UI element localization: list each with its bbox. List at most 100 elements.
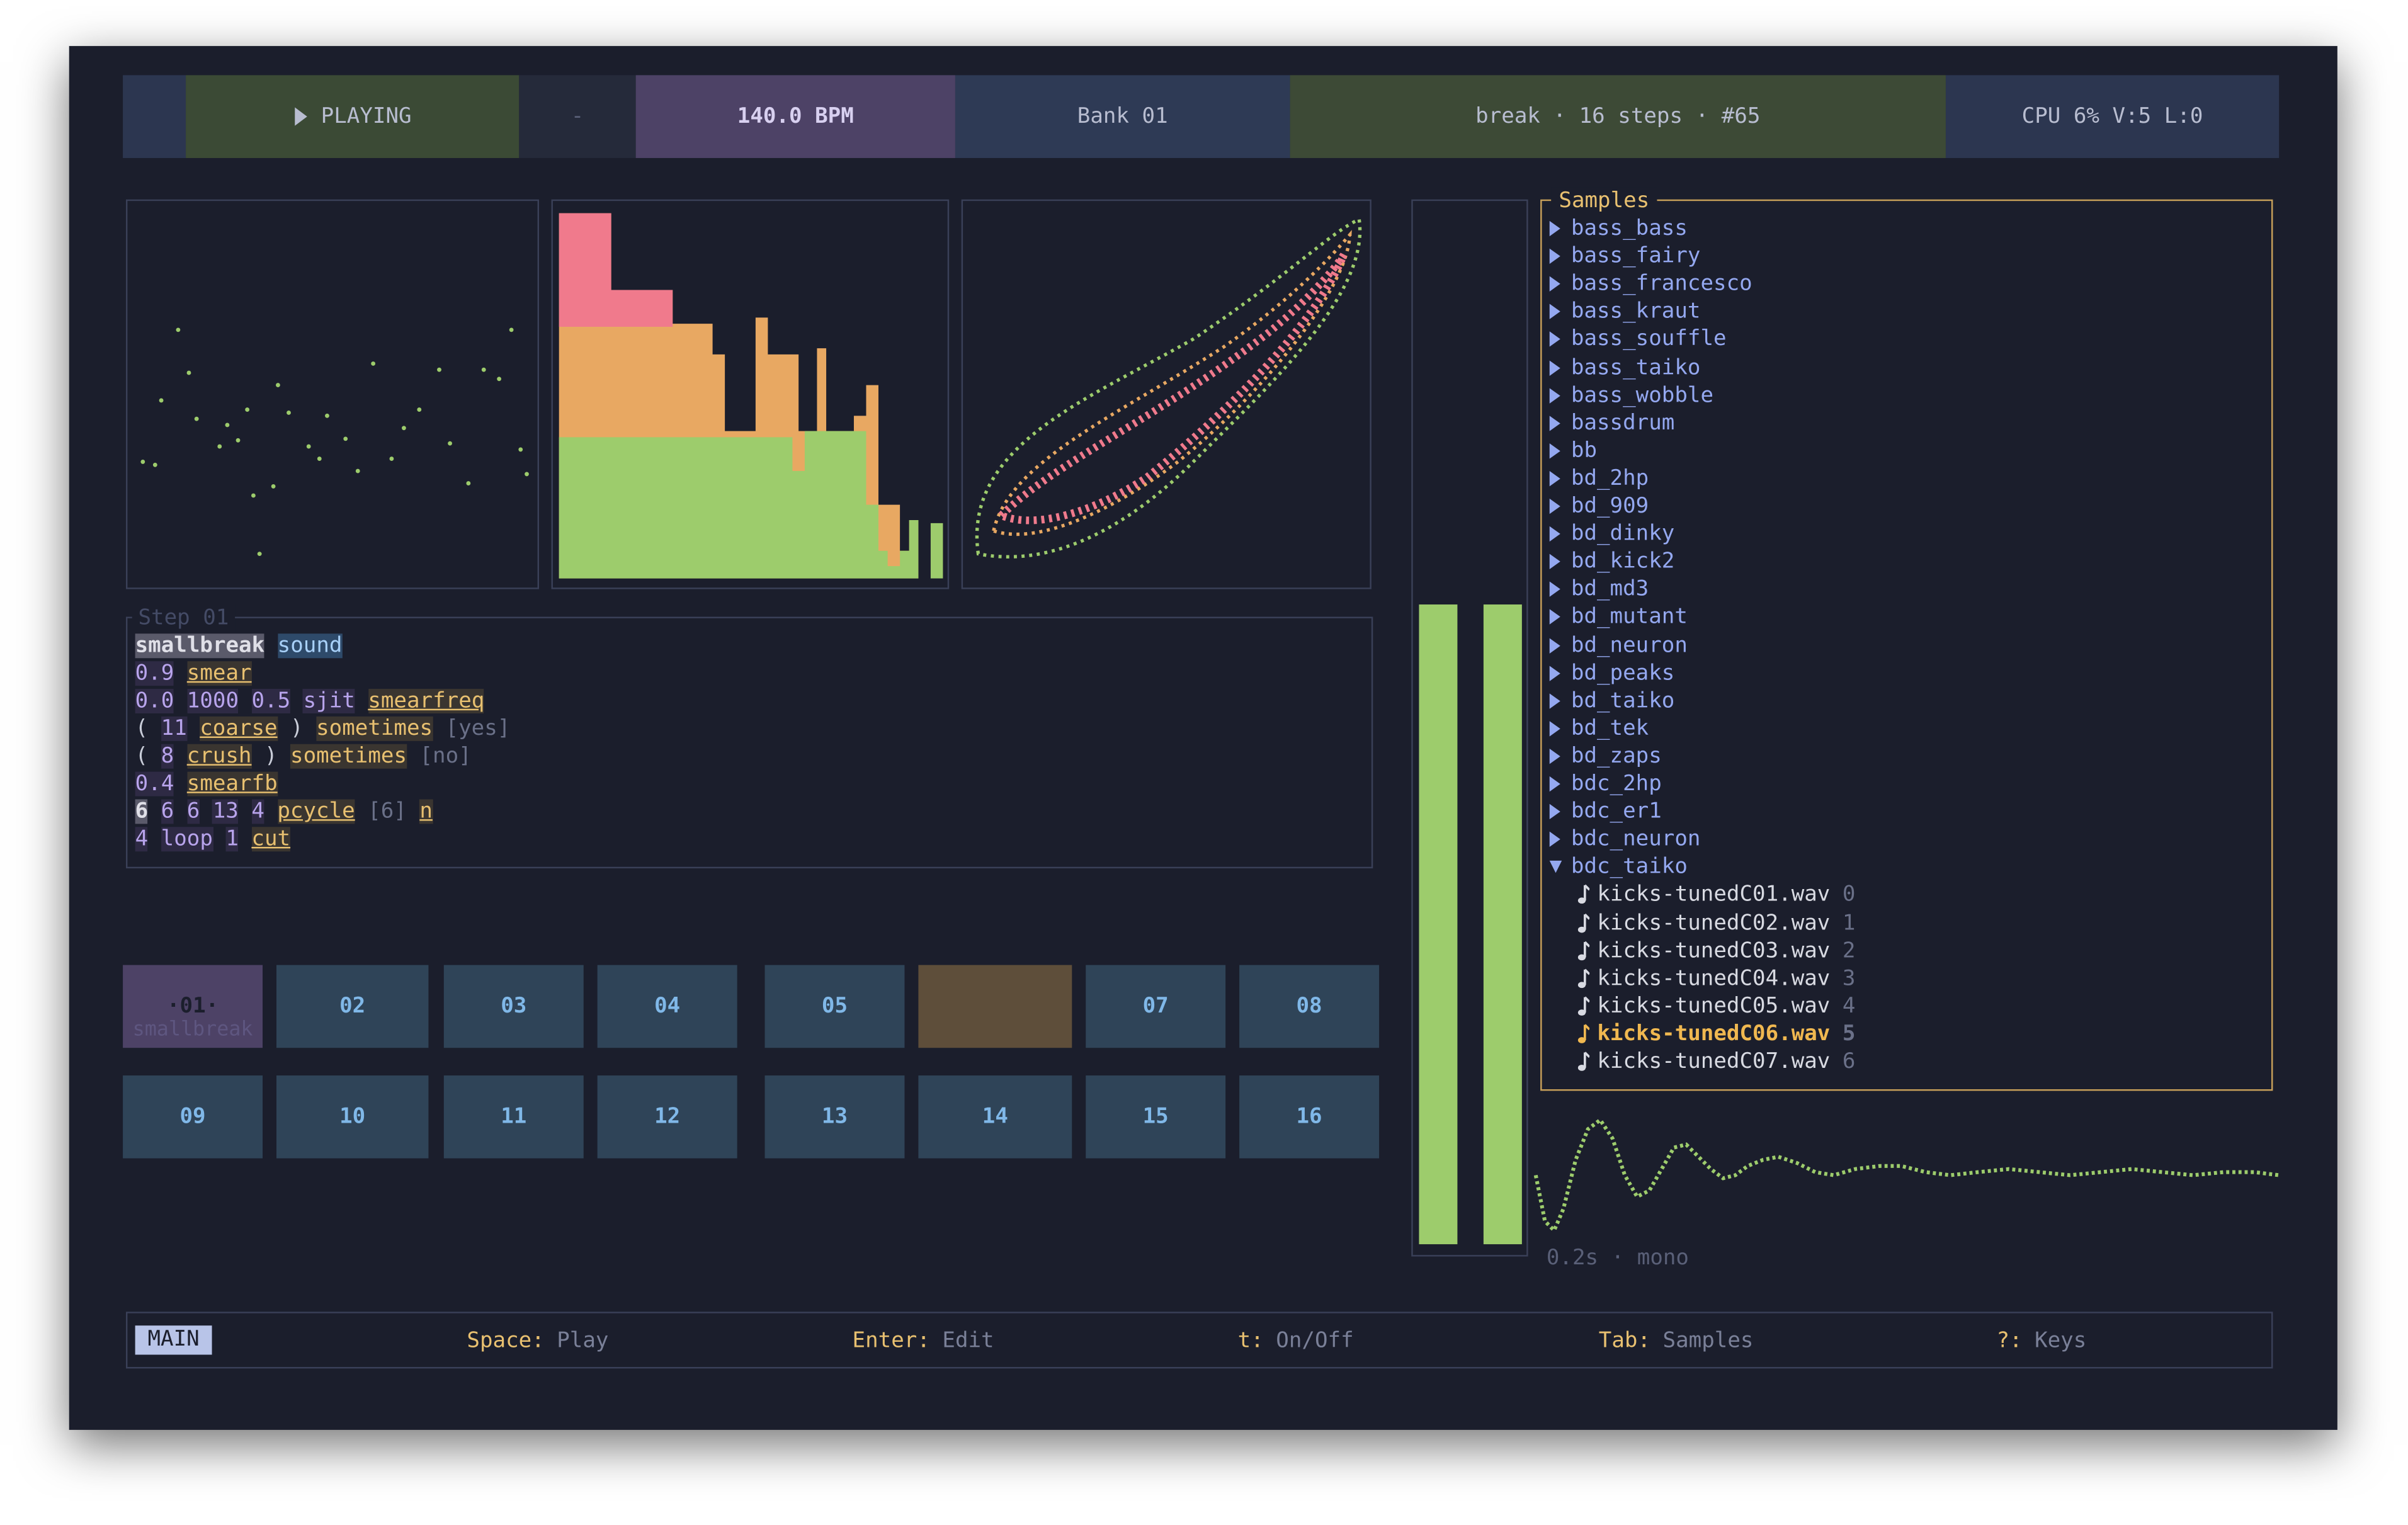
folder-icon [1549, 609, 1560, 625]
file-icon [1577, 940, 1590, 960]
file-name: kicks-tunedC07.wav [1597, 1049, 1831, 1074]
file-icon [1577, 996, 1590, 1016]
step-cell[interactable]: 10 [276, 1075, 429, 1159]
folder[interactable]: bdc_taiko [1570, 854, 1688, 880]
step-cell[interactable]: 09 [123, 1075, 263, 1159]
folder[interactable]: bd_peaks [1570, 660, 1675, 686]
folder-icon [1549, 748, 1560, 764]
folder[interactable]: bd_tek [1570, 716, 1649, 741]
step-cell[interactable]: 05 [764, 965, 905, 1048]
step-cell[interactable]: 03 [443, 965, 584, 1048]
folder[interactable]: bd_kick2 [1570, 549, 1675, 574]
sample-file[interactable]: kicks-tunedC04.wav 3 [1597, 965, 1855, 992]
sample-file[interactable]: kicks-tunedC01.wav 0 [1597, 882, 1855, 909]
sample-file[interactable]: kicks-tunedC05.wav 4 [1597, 992, 1855, 1020]
folder-icon [1549, 332, 1560, 348]
folder[interactable]: bdc_2hp [1570, 771, 1662, 797]
step-cell[interactable]: 13 [764, 1075, 905, 1159]
step-cell[interactable]: 16 [1239, 1075, 1380, 1159]
folder[interactable]: bb [1570, 438, 1598, 463]
token: 11 [161, 716, 187, 741]
folder[interactable]: bassdrum [1570, 411, 1675, 436]
folder[interactable]: bass_wobble [1570, 383, 1714, 408]
hint-action: Play [557, 1329, 609, 1354]
token: [yes] [445, 716, 511, 741]
step-label: 11 [501, 1104, 527, 1130]
bpm[interactable]: 140.0 BPM [635, 75, 955, 158]
key-hint: t: On/Off [1238, 1325, 1354, 1356]
folder[interactable]: bass_kraut [1570, 299, 1701, 324]
step-label: 08 [1296, 994, 1322, 1019]
step-cell[interactable]: 07 [1086, 965, 1226, 1048]
file-index: 3 [1842, 966, 1856, 991]
hint-key: Enter: [852, 1329, 930, 1354]
file-index: 1 [1842, 910, 1856, 936]
code-line: smallbreak sound [135, 632, 355, 660]
token: 0.0 [135, 689, 174, 714]
meter-bar [1419, 604, 1458, 1245]
waveform-caption: 0.2s · mono [1547, 1244, 1689, 1272]
step-editor[interactable] [125, 616, 1373, 869]
folder[interactable]: bd_zaps [1570, 744, 1662, 769]
step-cell[interactable] [918, 965, 1072, 1048]
file-name: kicks-tunedC04.wav [1597, 966, 1831, 991]
token: sound [277, 633, 343, 659]
step-cell[interactable]: 08 [1239, 965, 1380, 1048]
title-text: Samples [1559, 188, 1650, 213]
step-label: 02 [339, 994, 366, 1019]
play-status[interactable]: PLAYING [186, 75, 520, 158]
folder-icon [1549, 304, 1560, 320]
step-cell[interactable]: 15 [1086, 1075, 1226, 1159]
file-name: kicks-tunedC02.wav [1597, 910, 1831, 936]
token: 0.5 [251, 689, 291, 714]
bpm-text: 140.0 BPM [737, 104, 854, 129]
folder[interactable]: bd_md3 [1570, 577, 1649, 602]
key-hint: Space: Play [467, 1325, 608, 1356]
folder[interactable]: bd_taiko [1570, 688, 1675, 713]
file-index: 2 [1842, 938, 1856, 963]
folder-icon [1549, 720, 1560, 737]
sample-file[interactable]: kicks-tunedC06.wav 5 [1597, 1020, 1855, 1048]
folder[interactable]: bdc_er1 [1570, 799, 1662, 824]
sample-file[interactable]: kicks-tunedC03.wav 2 [1597, 937, 1855, 965]
sample-file[interactable]: kicks-tunedC07.wav 6 [1597, 1048, 1855, 1075]
stats-text: CPU 6% V:5 L:0 [2021, 104, 2203, 129]
folder[interactable]: bdc_neuron [1570, 827, 1701, 852]
file-name: kicks-tunedC06.wav [1597, 1021, 1831, 1046]
step-cell[interactable]: 04 [597, 965, 737, 1048]
code-line: 0.4 smearfb [135, 770, 291, 798]
folder[interactable]: bd_2hp [1570, 466, 1649, 491]
folder[interactable]: bd_909 [1570, 494, 1649, 519]
token: smear [186, 661, 252, 686]
token: 8 [161, 744, 174, 769]
samples-panel[interactable] [1540, 199, 2273, 1091]
folder[interactable]: bass_bass [1570, 216, 1688, 241]
code-line: 4 loop 1 cut [135, 825, 304, 853]
folder-icon [1549, 360, 1560, 375]
folder[interactable]: bass_francesco [1570, 271, 1752, 297]
step-label: 03 [501, 994, 527, 1019]
folder[interactable]: bass_fairy [1570, 244, 1701, 269]
bank[interactable]: Bank 01 [955, 75, 1290, 158]
folder[interactable]: bd_mutant [1570, 604, 1688, 630]
folder[interactable]: bd_neuron [1570, 633, 1688, 658]
step-cell[interactable]: ·01· smallbreak [123, 965, 263, 1048]
folder[interactable]: bass_souffle [1570, 327, 1727, 352]
step-cell[interactable]: 14 [918, 1075, 1072, 1159]
step-cell[interactable]: 02 [276, 965, 429, 1048]
token: ( [135, 744, 149, 769]
file-index: 0 [1842, 882, 1856, 907]
step-cell[interactable]: 11 [443, 1075, 584, 1159]
sample-file[interactable]: kicks-tunedC02.wav 1 [1597, 909, 1855, 937]
mode-text: MAIN [147, 1327, 200, 1352]
header-cap [123, 75, 186, 158]
pattern[interactable]: break · 16 steps · #65 [1290, 75, 1946, 158]
status-text: PLAYING [321, 104, 412, 129]
hint-action: On/Off [1276, 1329, 1354, 1354]
file-index: 6 [1842, 1049, 1856, 1074]
pattern-text: break · 16 steps · #65 [1475, 104, 1761, 129]
step-label: 10 [339, 1104, 366, 1130]
folder[interactable]: bass_taiko [1570, 355, 1701, 380]
step-cell[interactable]: 12 [597, 1075, 737, 1159]
folder[interactable]: bd_dinky [1570, 521, 1675, 547]
